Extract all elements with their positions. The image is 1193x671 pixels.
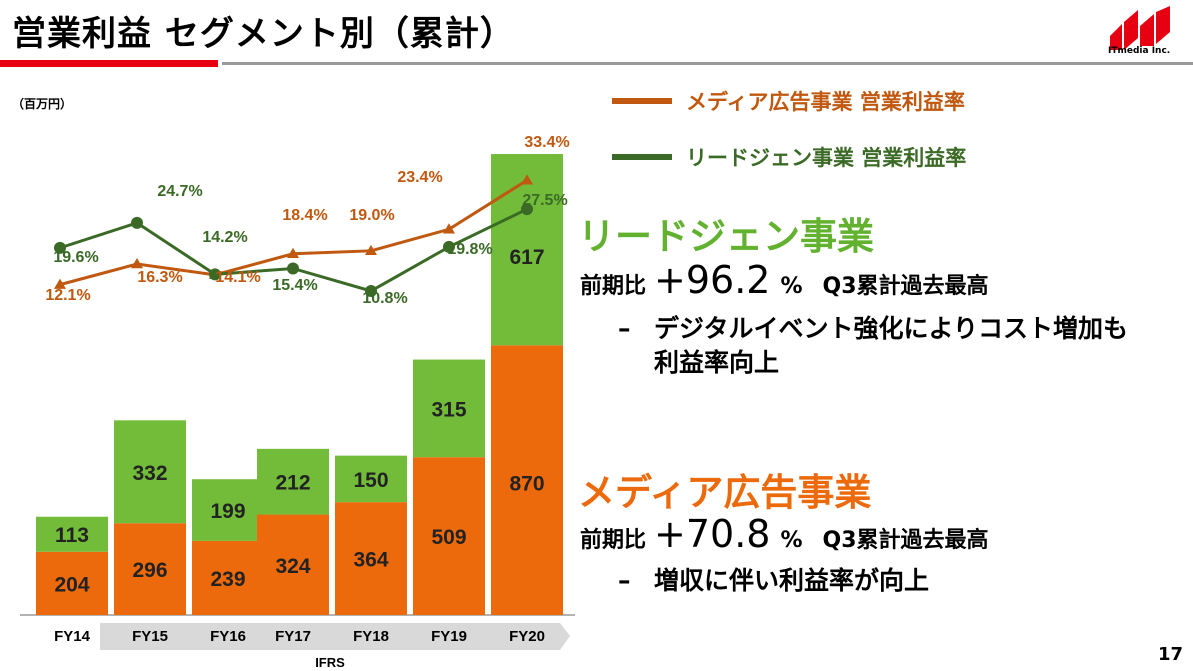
title-rule-red — [0, 60, 218, 67]
media-bar-FY15 — [114, 523, 186, 615]
x-tick-FY19: FY19 — [431, 628, 467, 645]
media-value-label-FY19: 509 — [431, 526, 466, 549]
itmedia-logo-icon — [1110, 6, 1170, 50]
leadgen-bar-FY18 — [335, 455, 407, 503]
media-margin-label-FY18: 19.0% — [349, 207, 394, 224]
media-margin-label-FY14: 12.1% — [45, 287, 90, 304]
media-margin-point-FY14 — [54, 278, 66, 289]
leadgen-margin-point-FY17 — [287, 262, 299, 275]
leadgen-bar-FY16 — [192, 479, 264, 541]
leadgen-growth-unit: % — [780, 274, 803, 299]
leadgen-margin-point-FY20 — [521, 203, 533, 216]
media-margin-label-FY15: 16.3% — [137, 269, 182, 286]
leadgen-value-label-FY14: 113 — [55, 524, 89, 547]
x-tick-FY20: FY20 — [509, 628, 545, 645]
legend-media-label: メディア広告事業 営業利益率 — [686, 90, 965, 114]
media-value-label-FY16: 239 — [210, 568, 245, 591]
media-value-label-FY18: 364 — [353, 549, 388, 572]
media-margin-point-FY19 — [443, 223, 455, 234]
leadgen-value-label-FY18: 150 — [353, 469, 388, 492]
media-bar-FY19 — [413, 457, 485, 615]
page-number: 17 — [1157, 644, 1183, 665]
leadgen-margin-label-FY17: 15.4% — [272, 277, 317, 294]
media-note-line1: 増収に伴い利益率が向上 — [654, 566, 930, 595]
leadgen-margin-point-FY15 — [131, 216, 143, 229]
leadgen-note-dash: – — [618, 314, 631, 343]
leadgen-growth-prefix: 前期比 — [580, 274, 647, 299]
media-margin-point-FY15 — [131, 258, 143, 269]
legend-media-line — [612, 98, 672, 104]
leadgen-note-line2: 利益率向上 — [654, 348, 780, 377]
media-value-label-FY14: 204 — [54, 573, 89, 596]
media-growth-suffix: Q3累計過去最高 — [822, 528, 989, 553]
media-bar-FY17 — [257, 514, 329, 615]
media-value-label-FY15: 296 — [132, 559, 167, 582]
media-margin-label-FY16: 14.1% — [215, 269, 260, 286]
leadgen-growth: 前期比 +96.2 % Q3累計過去最高 — [580, 258, 989, 302]
logo-text: ITmedia Inc. — [1108, 46, 1171, 56]
media-margin-label-FY20: 33.4% — [524, 134, 569, 151]
leadgen-value-label-FY17: 212 — [275, 472, 310, 495]
legend-leadgen-line — [612, 154, 672, 160]
leadgen-margin-label-FY19: 19.8% — [447, 241, 492, 258]
x-tick-FY16: FY16 — [210, 628, 246, 645]
media-title: メディア広告事業 — [578, 471, 872, 514]
media-growth-prefix: 前期比 — [580, 528, 647, 553]
leadgen-growth-value: +96.2 — [654, 258, 771, 302]
leadgen-margin-point-FY14 — [54, 241, 66, 254]
x-tick-FY15: FY15 — [132, 628, 168, 645]
media-growth-unit: % — [780, 528, 803, 553]
leadgen-note-line1: デジタルイベント強化によりコスト増加も — [654, 314, 1129, 343]
unit-label: （百万円） — [12, 97, 73, 111]
media-value-label-FY17: 324 — [275, 555, 310, 578]
leadgen-bar-FY20 — [491, 154, 563, 346]
leadgen-value-label-FY20: 617 — [509, 246, 544, 269]
leadgen-title: リードジェン事業 — [578, 215, 874, 258]
media-bar-FY14 — [36, 551, 108, 615]
media-bar-FY20 — [491, 345, 563, 615]
media-margin-point-FY20 — [521, 174, 533, 185]
media-margin-point-FY17 — [287, 247, 299, 258]
leadgen-growth-suffix: Q3累計過去最高 — [822, 274, 989, 299]
media-margin-label-FY19: 23.4% — [397, 169, 442, 186]
leadgen-bar-FY19 — [413, 359, 485, 458]
media-growth: 前期比 +70.8 % Q3累計過去最高 — [580, 512, 989, 556]
media-margin-point-FY18 — [365, 244, 377, 256]
leadgen-margin-label-FY16: 14.2% — [202, 229, 247, 246]
legend-leadgen: リードジェン事業 営業利益率 — [612, 142, 966, 172]
leadgen-value-label-FY16: 199 — [210, 500, 245, 523]
leadgen-margin-label-FY15: 24.7% — [157, 183, 202, 200]
leadgen-margin-label-FY14: 19.6% — [53, 249, 98, 266]
media-note: – 増収に伴い利益率が向上 — [618, 564, 929, 598]
leadgen-margin-point-FY19 — [443, 240, 455, 253]
segment-profit-chart: 204 113 FY14 296 332 FY15 239 199 FY16 324 212 FY17… — [20, 134, 575, 670]
title-rule-gray — [222, 62, 1193, 65]
x-tick-FY14: FY14 — [54, 628, 91, 645]
leadgen-margin-label-FY20: 27.5% — [522, 192, 567, 209]
x-tick-FY17: FY17 — [275, 628, 311, 645]
leadgen-bar-FY17 — [257, 448, 329, 515]
media-note-dash: – — [618, 566, 631, 595]
media-growth-value: +70.8 — [654, 512, 771, 556]
leadgen-margin-point-FY16 — [209, 268, 221, 281]
ifrs-label: IFRS — [315, 655, 345, 670]
leadgen-bar-FY14 — [36, 516, 108, 552]
leadgen-bar-FY15 — [114, 420, 186, 524]
page-title: 営業利益 セグメント別（累計） — [12, 14, 515, 54]
leadgen-note: – デジタルイベント強化によりコスト増加も 利益率向上 — [618, 312, 1128, 380]
x-tick-FY18: FY18 — [353, 628, 389, 645]
legend-media: メディア広告事業 営業利益率 — [612, 86, 965, 116]
leadgen-value-label-FY19: 315 — [431, 398, 466, 421]
media-value-label-FY20: 870 — [509, 472, 544, 495]
media-bar-FY18 — [335, 502, 407, 615]
legend-leadgen-label: リードジェン事業 営業利益率 — [686, 146, 967, 170]
leadgen-margin-label-FY18: 10.8% — [362, 290, 407, 307]
media-bar-FY16 — [192, 540, 264, 615]
leadgen-margin-point-FY18 — [365, 285, 377, 297]
ifrs-axis-band — [100, 623, 570, 650]
media-margin-label-FY17: 18.4% — [282, 207, 327, 224]
leadgen-value-label-FY15: 332 — [132, 462, 167, 485]
